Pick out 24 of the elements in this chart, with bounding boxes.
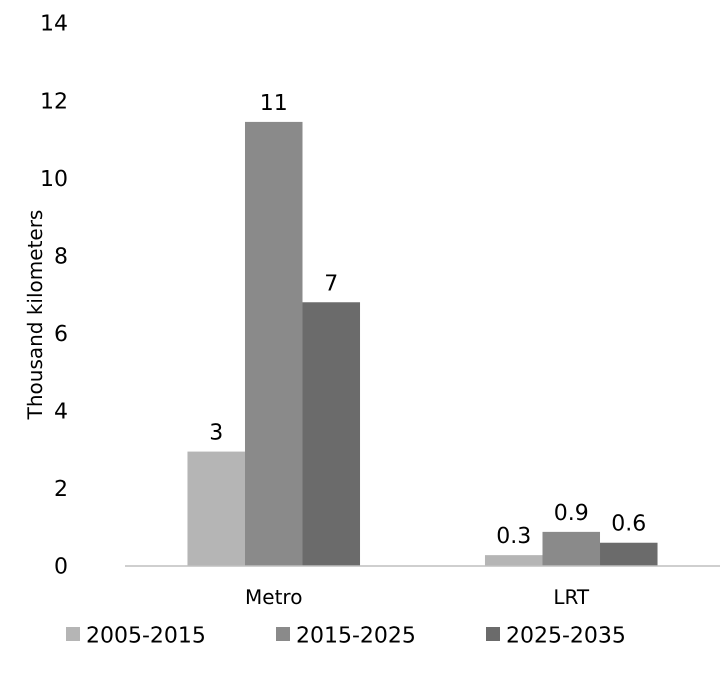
y-axis-title: Thousand kilometers xyxy=(23,210,47,420)
y-tick-label: 12 xyxy=(40,89,68,114)
data-label: 0.9 xyxy=(554,500,589,526)
legend-label: 2005-2015 xyxy=(86,624,206,649)
data-label: 11 xyxy=(260,90,288,116)
legend-label: 2025-2035 xyxy=(506,624,626,649)
bar xyxy=(244,122,303,566)
x-tick-label: LRT xyxy=(553,585,590,609)
bar xyxy=(302,302,360,566)
data-label: 7 xyxy=(324,271,338,296)
y-tick-label: 8 xyxy=(54,244,68,270)
legend-label: 2015-2025 xyxy=(296,624,416,649)
y-tick-label: 14 xyxy=(40,12,68,37)
bar xyxy=(600,542,658,566)
y-tick-label: 2 xyxy=(54,477,68,502)
data-label: 0.3 xyxy=(496,524,532,550)
y-tick-label: 6 xyxy=(54,322,68,347)
y-tick-label: 10 xyxy=(40,166,68,192)
data-label: 0.6 xyxy=(611,512,646,537)
x-tick-label: Metro xyxy=(245,585,302,609)
data-label: 3 xyxy=(209,420,224,446)
y-tick-label: 0 xyxy=(54,554,68,580)
bar xyxy=(542,532,600,566)
y-tick-label: 4 xyxy=(54,400,68,425)
